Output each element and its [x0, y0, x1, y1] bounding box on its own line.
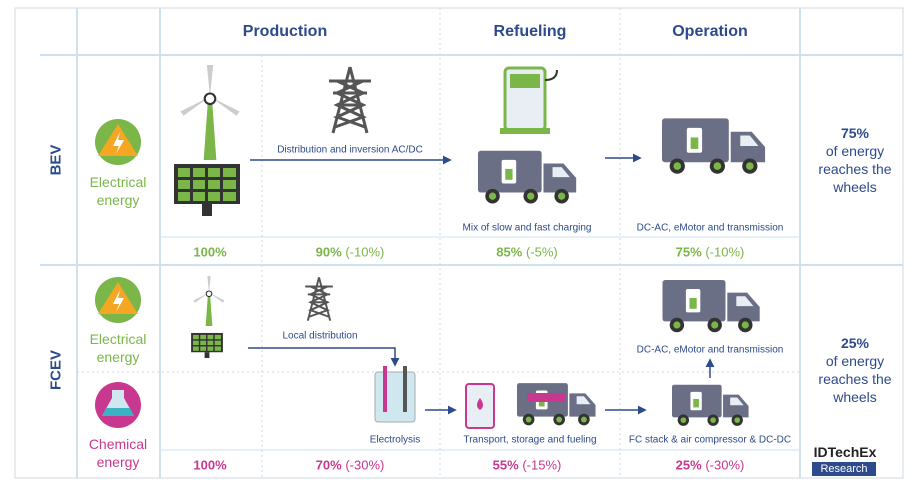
efficiency-value: 75% — [676, 245, 702, 260]
step-label: DC-AC, eMotor and transmission — [637, 345, 784, 356]
row-label: FCEV — [48, 350, 65, 390]
step-label: Transport, storage and fueling — [463, 435, 596, 446]
efficiency-value: 100% — [193, 458, 226, 473]
step-label: Local distribution — [282, 331, 357, 342]
efficiency-value: 55% — [493, 458, 519, 473]
efficiency-change: (-10%) — [345, 245, 384, 260]
energy-source: Chemical energy — [78, 435, 158, 471]
efficiency: 70% (-30%) — [316, 458, 385, 473]
summary-value: 25% — [810, 334, 900, 352]
diagram — [0, 0, 915, 483]
efficiency: 85% (-5%) — [496, 245, 557, 260]
page: Production Refueling Operation BEV FCEV … — [0, 0, 915, 483]
efficiency-value: 90% — [316, 245, 342, 260]
summary: 25%of energy reaches the wheels — [810, 334, 900, 406]
step-label: FC stack & air compressor & DC-DC — [629, 435, 791, 446]
summary-text: of energy reaches the wheels — [818, 353, 891, 405]
column-header: Refueling — [494, 23, 567, 41]
efficiency: 55% (-15%) — [493, 458, 562, 473]
efficiency-value: 25% — [676, 458, 702, 473]
energy-source: Electrical energy — [78, 173, 158, 209]
efficiency: 100% — [193, 245, 226, 260]
step-label: DC-AC, eMotor and transmission — [637, 223, 784, 234]
logo: IDTechEx — [814, 444, 877, 460]
efficiency: 90% (-10%) — [316, 245, 385, 260]
efficiency-change: (-30%) — [345, 458, 384, 473]
row-label: BEV — [48, 145, 65, 176]
column-header: Production — [243, 23, 327, 41]
efficiency-value: 70% — [316, 458, 342, 473]
efficiency: 100% — [193, 458, 226, 473]
summary: 75%of energy reaches the wheels — [810, 124, 900, 196]
efficiency-change: (-5%) — [526, 245, 558, 260]
efficiency: 75% (-10%) — [676, 245, 745, 260]
efficiency: 25% (-30%) — [676, 458, 745, 473]
column-header: Operation — [672, 23, 748, 41]
efficiency-value: 85% — [496, 245, 522, 260]
step-label: Electrolysis — [370, 435, 421, 446]
logo-sub: Research — [820, 463, 867, 475]
step-label: Distribution and inversion AC/DC — [277, 145, 423, 156]
step-label: Mix of slow and fast charging — [463, 223, 592, 234]
summary-value: 75% — [810, 124, 900, 142]
efficiency-value: 100% — [193, 245, 226, 260]
summary-text: of energy reaches the wheels — [818, 143, 891, 195]
efficiency-change: (-15%) — [522, 458, 561, 473]
efficiency-change: (-30%) — [705, 458, 744, 473]
energy-source: Electrical energy — [78, 330, 158, 366]
efficiency-change: (-10%) — [705, 245, 744, 260]
